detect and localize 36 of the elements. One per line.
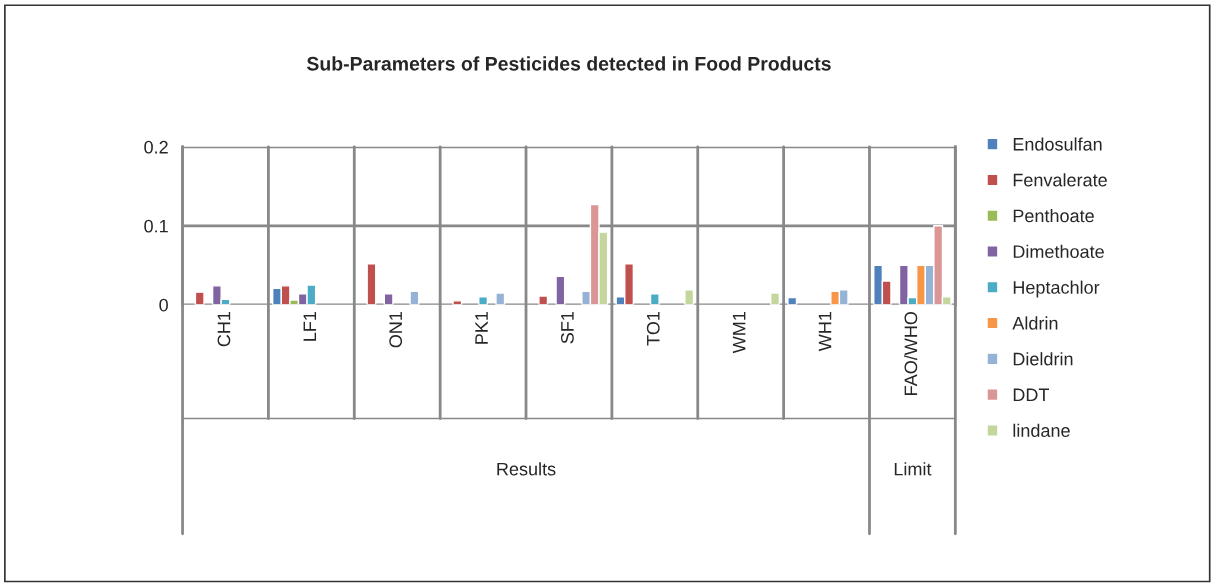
text: Results bbox=[497, 462, 556, 476]
x-tick-label: ON1 bbox=[389, 311, 403, 348]
legend-label: Endosulfan bbox=[1013, 137, 1102, 151]
chart-title: Sub-Parameters of Pesticides detected in Food Products bbox=[306, 56, 831, 71]
legend-label: Penthoate bbox=[1013, 209, 1094, 223]
bar bbox=[409, 290, 420, 305]
legend-label: Dieldrin bbox=[1013, 352, 1073, 366]
legend-label: Aldrin bbox=[1012, 316, 1058, 330]
bar bbox=[383, 293, 394, 305]
bar bbox=[649, 293, 660, 305]
bar bbox=[555, 275, 566, 305]
text: Limit bbox=[894, 462, 932, 476]
x-tick-label: WM1 bbox=[732, 311, 746, 354]
x-tick-label: FAO/WHO bbox=[904, 311, 918, 395]
bar bbox=[770, 292, 781, 305]
bar bbox=[366, 263, 377, 305]
legend-label: DDT bbox=[1013, 388, 1050, 402]
x-tick-label: LF1 bbox=[303, 311, 317, 341]
x-tick-label: SF1 bbox=[561, 311, 574, 344]
bar bbox=[194, 291, 205, 305]
legend-label: lindane bbox=[1013, 423, 1070, 437]
x-tick-label: TO1 bbox=[646, 311, 660, 346]
x-tick-label: CH1 bbox=[217, 311, 231, 347]
y-tick-label: 0.2 bbox=[144, 140, 168, 154]
x-tick-label: WH1 bbox=[818, 311, 832, 352]
y-tick-label: 0.1 bbox=[144, 219, 168, 233]
legend-label: Fenvalerate bbox=[1013, 173, 1107, 187]
bar bbox=[787, 296, 798, 305]
x-tick-label: PK1 bbox=[475, 311, 488, 344]
bar bbox=[495, 292, 506, 305]
legend-label: Heptachlor bbox=[1013, 280, 1100, 298]
legend-label: Dimethoate bbox=[1013, 244, 1104, 259]
y-tick-label: 0 bbox=[159, 298, 168, 312]
bar bbox=[538, 295, 549, 305]
bar bbox=[684, 289, 695, 305]
bar bbox=[478, 296, 489, 305]
